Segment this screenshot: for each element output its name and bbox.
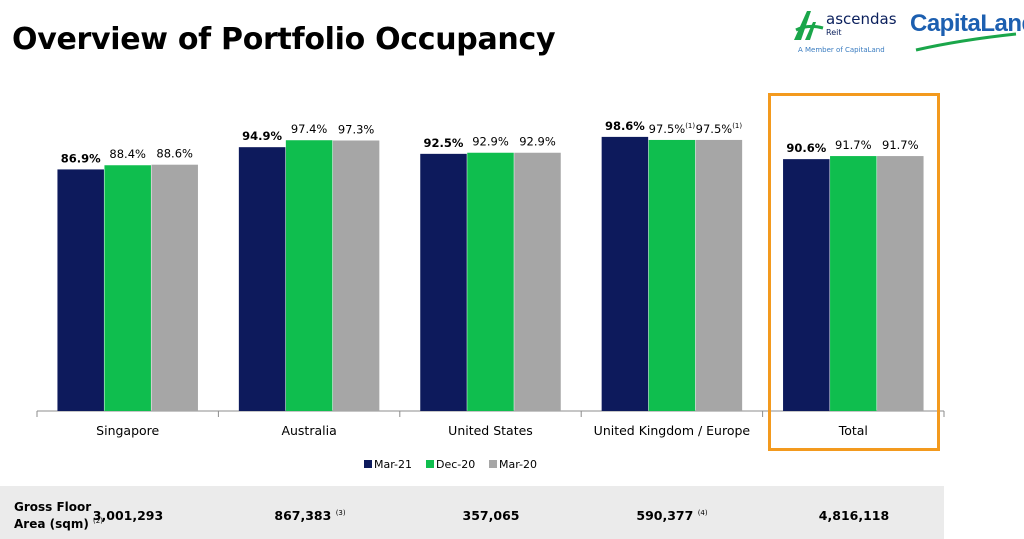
gfa-label: Gross Floor Area (sqm) (2) [14,500,103,531]
x-tick-label-united-states: United States [448,423,533,438]
bar-united-states-mar-20 [514,152,561,411]
capitaland-swoosh-icon [915,32,1017,52]
gfa-value-singapore: 3,001,293 [92,508,164,523]
bar-australia-mar-21 [238,147,286,412]
gfa-value-united-states: 357,065 [462,508,520,523]
ascendas-wordmark: ascendas [826,10,897,28]
gfa-label-line1: Gross Floor [14,500,92,514]
legend-label-mar-21: Mar-21 [374,458,412,471]
bar-united-kingdom-europe-dec-20 [648,139,696,411]
gfa-row: Gross Floor Area (sqm) (2) 3,001,293 867… [0,486,944,539]
data-label-united-states-mar-20: 92.9% [519,135,556,149]
bar-united-kingdom-europe-mar-20 [695,139,743,411]
legend-swatch-dec-20 [426,460,434,468]
legend-swatch-mar-21 [364,460,372,468]
data-label-united-states-dec-20: 92.9% [472,135,509,149]
x-tick-label-united-kingdom-europe: United Kingdom / Europe [594,423,751,438]
data-label-united-kingdom-europe-dec-20: 97.5%(1) [649,122,696,136]
bar-total-mar-21 [783,159,830,411]
bar-singapore-dec-20 [104,165,151,411]
data-label-united-kingdom-europe-mar-20: 97.5%(1) [696,122,743,136]
data-label-singapore-dec-20: 88.4% [109,147,146,161]
gfa-value-australia: 867,383 (3) [274,508,346,523]
gfa-note-australia: (3) [335,509,346,517]
gfa-note-uk-europe: (4) [697,509,708,517]
data-label-australia-dec-20: 97.4% [291,122,328,136]
gfa-label-line2: Area (sqm) (2) [14,517,103,531]
data-label-australia-mar-20: 97.3% [338,123,375,137]
bar-total-mar-20 [877,156,924,411]
data-label-total-mar-21: 90.6% [786,141,826,155]
footnote-marker: (1) [732,122,742,130]
data-label-australia-mar-21: 94.9% [242,129,282,143]
bar-singapore-mar-20 [151,164,198,411]
bar-united-states-mar-21 [420,153,467,411]
bar-singapore-mar-21 [57,169,104,411]
total-highlight-box [768,93,940,451]
ascendas-sub: Reit [826,28,842,37]
capitaland-logo: CapitaLand [910,10,1024,56]
data-label-united-states-mar-21: 92.5% [424,136,464,150]
legend-label-dec-20: Dec-20 [436,458,475,471]
ascendas-reit-logo: ascendas Reit A Member of CapitaLand [790,8,897,58]
gfa-value-total: 4,816,118 [818,508,890,523]
capitaland-wordmark: CapitaLand [910,10,1024,37]
ascendas-tagline: A Member of CapitaLand [798,46,885,54]
bar-total-dec-20 [830,156,877,411]
legend-label-mar-20: Mar-20 [499,458,537,471]
data-label-singapore-mar-21: 86.9% [61,151,101,165]
gfa-value-uk-europe: 590,377 (4) [636,508,708,523]
page-title: Overview of Portfolio Occupancy [12,22,556,57]
footnote-marker: (1) [685,122,695,130]
x-tick-label-total: Total [838,423,868,438]
data-label-united-kingdom-europe-mar-21: 98.6% [605,119,645,133]
gfa-label-note: (2) [93,517,103,525]
bar-united-states-dec-20 [467,152,514,411]
ascendas-mark-icon [794,11,824,40]
x-tick-label-australia: Australia [281,423,336,438]
legend-swatch-mar-20 [489,460,497,468]
bar-united-kingdom-europe-mar-21 [601,136,649,411]
data-label-singapore-mar-20: 88.6% [156,147,193,161]
data-label-total-dec-20: 91.7% [835,138,872,152]
bar-australia-dec-20 [285,140,333,411]
bar-australia-mar-20 [332,140,380,412]
x-tick-label-singapore: Singapore [96,423,159,438]
occupancy-chart: 86.9% 88.4% 88.6% Singapore 94.9% 97.4% 97.3% A… [36,119,945,471]
data-label-total-mar-20: 91.7% [882,138,919,152]
